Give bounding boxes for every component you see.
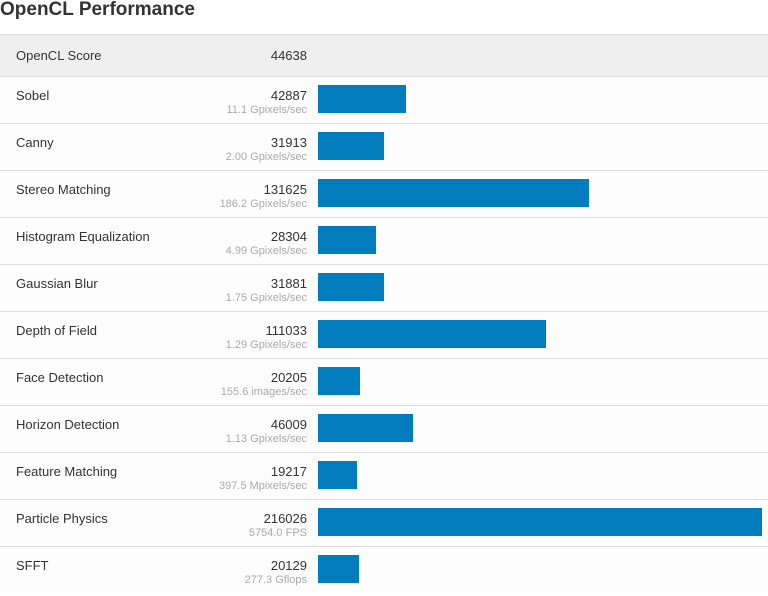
benchmark-score: 111033 xyxy=(265,323,307,338)
benchmark-name: Stereo Matching xyxy=(16,182,111,197)
score-bar xyxy=(318,273,384,301)
score-bar xyxy=(318,320,546,348)
benchmark-rate: 2.00 Gpixels/sec xyxy=(225,151,307,163)
table-row: Stereo Matching 131625 186.2 Gpixels/sec xyxy=(0,170,768,217)
table-row: SFFT 20129 277.3 Gflops xyxy=(0,546,768,593)
table-row: Feature Matching 19217 397.5 Mpixels/sec xyxy=(0,452,768,499)
benchmark-score: 20129 xyxy=(270,558,307,573)
benchmark-rate: 155.6 images/sec xyxy=(220,386,307,398)
page-title: OpenCL Performance xyxy=(0,0,195,20)
benchmark-rate: 186.2 Gpixels/sec xyxy=(219,198,307,210)
benchmark-score: 19217 xyxy=(270,464,307,479)
benchmark-table: OpenCL Score 44638 Sobel 42887 11.1 Gpixel… xyxy=(0,34,768,593)
benchmark-name: SFFT xyxy=(16,558,49,573)
score-header-row: OpenCL Score 44638 xyxy=(0,34,768,76)
score-bar xyxy=(318,555,359,583)
score-label: OpenCL Score xyxy=(16,48,102,63)
benchmark-name: Canny xyxy=(16,135,54,150)
benchmark-score: 46009 xyxy=(270,417,307,432)
score-bar xyxy=(318,508,762,536)
benchmark-name: Histogram Equalization xyxy=(16,229,150,244)
benchmark-rate: 1.29 Gpixels/sec xyxy=(225,339,307,351)
benchmark-score: 131625 xyxy=(263,182,307,197)
benchmark-rate: 1.13 Gpixels/sec xyxy=(225,433,307,445)
benchmark-name: Sobel xyxy=(16,88,50,103)
benchmark-name: Face Detection xyxy=(16,370,104,385)
benchmark-rate: 277.3 Gflops xyxy=(244,574,307,586)
benchmark-rate: 5754.0 FPS xyxy=(248,527,307,539)
score-bar xyxy=(318,367,360,395)
benchmark-name: Depth of Field xyxy=(16,323,97,338)
benchmark-score: 28304 xyxy=(270,229,307,244)
benchmark-name: Particle Physics xyxy=(16,511,108,526)
score-bar xyxy=(318,414,413,442)
benchmark-score: 31913 xyxy=(270,135,307,150)
benchmark-rate: 11.1 Gpixels/sec xyxy=(226,104,307,116)
table-row: Histogram Equalization 28304 4.99 Gpixels/… xyxy=(0,217,768,264)
score-bar xyxy=(318,179,589,207)
score-bar xyxy=(318,226,376,254)
table-row: Horizon Detection 46009 1.13 Gpixels/sec xyxy=(0,405,768,452)
benchmark-score: 216026 xyxy=(263,511,307,526)
benchmark-name: Horizon Detection xyxy=(16,417,120,432)
benchmark-score: 20205 xyxy=(270,370,307,385)
benchmark-rate: 397.5 Mpixels/sec xyxy=(218,480,307,492)
benchmark-score: 31881 xyxy=(270,276,307,291)
table-row: Particle Physics 216026 5754.0 FPS xyxy=(0,499,768,546)
benchmark-name: Feature Matching xyxy=(16,464,118,479)
score-bar xyxy=(318,132,384,160)
benchmark-name: Gaussian Blur xyxy=(16,276,98,291)
score-value: 44638 xyxy=(270,48,307,63)
benchmark-rate: 4.99 Gpixels/sec xyxy=(225,245,307,257)
benchmark-rate: 1.75 Gpixels/sec xyxy=(225,292,307,304)
score-bar xyxy=(318,85,406,113)
score-bar xyxy=(318,461,357,489)
table-row: Depth of Field 111033 1.29 Gpixels/sec xyxy=(0,311,768,358)
table-row: Gaussian Blur 31881 1.75 Gpixels/sec xyxy=(0,264,768,311)
table-row: Canny 31913 2.00 Gpixels/sec xyxy=(0,123,768,170)
table-row: Face Detection 20205 155.6 images/sec xyxy=(0,358,768,405)
table-row: Sobel 42887 11.1 Gpixels/sec xyxy=(0,76,768,123)
benchmark-score: 42887 xyxy=(270,88,307,103)
